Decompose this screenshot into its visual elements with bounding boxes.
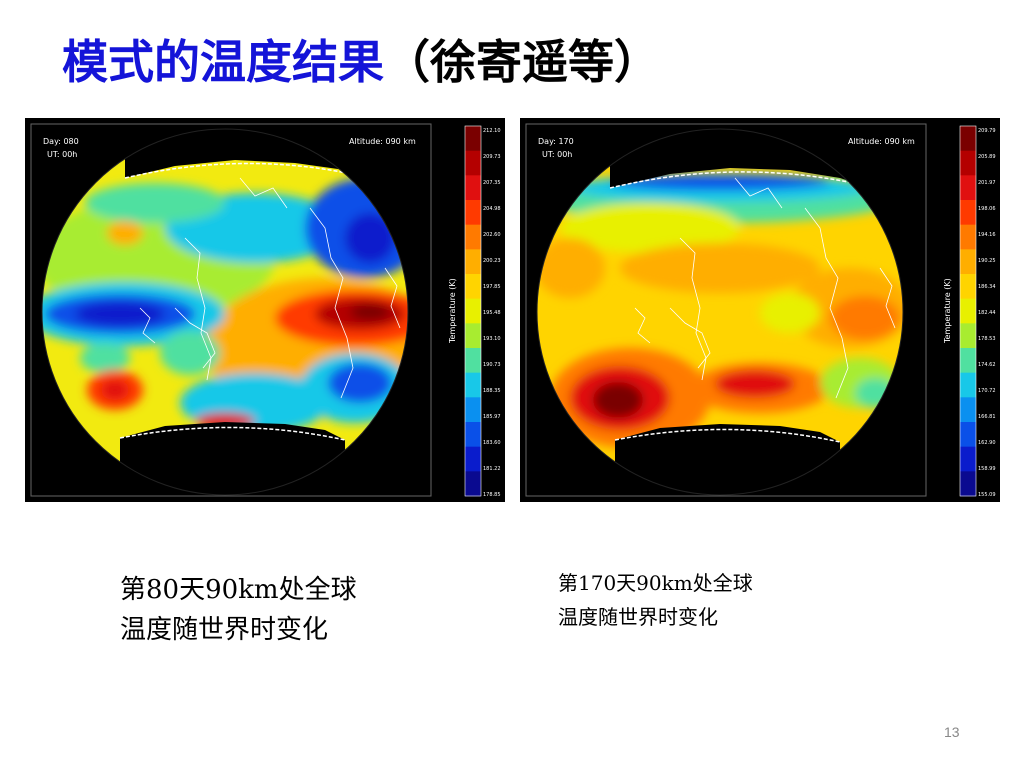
ut-label: UT: 00h <box>47 150 77 159</box>
colorbar-swatch <box>960 446 976 472</box>
colorbar-swatch <box>960 323 976 349</box>
temperature-map-day-170: Day: 170 UT: 00h Altitude: 090 km Temper… <box>520 118 1000 502</box>
colorbar-tick-label: 202.60 <box>483 232 501 238</box>
colorbar-swatch <box>960 348 976 374</box>
colorbar-tick-label: 193.10 <box>483 336 501 342</box>
colorbar-swatch <box>465 200 481 226</box>
colorbar-swatch <box>465 471 481 497</box>
colorbar-tick-label: 209.73 <box>483 154 501 160</box>
caption-day-170: 第170天90km处全球 温度随世界时变化 <box>558 566 753 634</box>
colorbar-tick-label: 155.09 <box>978 492 996 498</box>
colorbar-swatch <box>465 422 481 448</box>
altitude-label: Altitude: 090 km <box>349 137 416 146</box>
colorbar-swatch <box>465 249 481 275</box>
colorbar-tick-label: 186.34 <box>978 284 996 290</box>
caption-line-1: 第80天90km处全球 <box>120 575 357 605</box>
temperature-map-svg: Day: 080 UT: 00h Altitude: 090 km Temper… <box>25 118 505 502</box>
colorbar: 209.79 205.89 201.97 198.06 194.16 190.25 186.… <box>959 125 996 498</box>
colorbar-swatch <box>960 422 976 448</box>
ut-label: UT: 00h <box>542 150 572 159</box>
colorbar-swatch <box>960 175 976 201</box>
colorbar-title: Temperature (K) <box>943 278 952 344</box>
colorbar-swatch <box>465 372 481 398</box>
colorbar-tick-label: 198.06 <box>978 206 996 212</box>
colorbar-tick-label: 205.89 <box>978 154 996 160</box>
page-number: 13 <box>944 724 960 740</box>
colorbar-swatch <box>960 249 976 275</box>
colorbar-tick-label: 166.81 <box>978 414 996 420</box>
colorbar-swatch <box>960 274 976 300</box>
colorbar-tick-label: 190.73 <box>483 362 501 368</box>
colorbar-tick-label: 207.35 <box>483 180 501 186</box>
colorbar: 212.10 209.73 207.35 204.98 202.60 200.23 197.… <box>464 125 501 498</box>
colorbar-tick-label: 212.10 <box>483 128 501 134</box>
temperature-map-day-080: Day: 080 UT: 00h Altitude: 090 km Temper… <box>25 118 505 502</box>
slide-title: 模式的温度结果（徐寄遥等） <box>62 30 660 94</box>
colorbar-tick-label: 170.72 <box>978 388 996 394</box>
caption-line-1: 第170天90km处全球 <box>558 571 753 595</box>
colorbar-swatch <box>465 397 481 423</box>
colorbar-swatch <box>465 298 481 324</box>
colorbar-swatch <box>960 397 976 423</box>
colorbar-tick-label: 194.16 <box>978 232 996 238</box>
colorbar-swatch <box>465 446 481 472</box>
temperature-field <box>537 129 903 495</box>
colorbar-tick-label: 204.98 <box>483 206 501 212</box>
colorbar-swatch <box>960 372 976 398</box>
colorbar-swatch <box>465 175 481 201</box>
altitude-label: Altitude: 090 km <box>848 137 915 146</box>
colorbar-tick-label: 158.99 <box>978 466 996 472</box>
colorbar-tick-label: 188.35 <box>483 388 501 394</box>
colorbar-swatch <box>960 200 976 226</box>
colorbar-swatch <box>465 274 481 300</box>
temperature-field <box>42 129 408 495</box>
colorbar-swatch <box>960 224 976 250</box>
colorbar-swatch <box>465 348 481 374</box>
day-label: Day: 170 <box>538 137 574 146</box>
colorbar-tick-label: 200.23 <box>483 258 501 264</box>
colorbar-border <box>464 125 482 497</box>
colorbar-tick-label: 174.62 <box>978 362 996 368</box>
slide-title-authors: （徐寄遥等） <box>384 35 660 89</box>
colorbar-swatch <box>960 150 976 176</box>
colorbar-tick-label: 182.44 <box>978 310 996 316</box>
colorbar-tick-label: 190.25 <box>978 258 996 264</box>
colorbar-tick-label: 162.90 <box>978 440 996 446</box>
colorbar-swatch <box>465 323 481 349</box>
colorbar-swatch <box>960 126 976 152</box>
colorbar-tick-label: 201.97 <box>978 180 996 186</box>
colorbar-swatch <box>960 298 976 324</box>
slide-title-main: 模式的温度结果 <box>62 35 384 89</box>
map-frame <box>30 123 432 497</box>
caption-day-80: 第80天90km处全球 温度随世界时变化 <box>120 570 357 650</box>
colorbar-swatch <box>960 471 976 497</box>
colorbar-tick-label: 195.48 <box>483 310 501 316</box>
colorbar-title: Temperature (K) <box>448 278 457 344</box>
caption-line-2: 温度随世界时变化 <box>558 605 718 629</box>
colorbar-border <box>959 125 977 497</box>
colorbar-tick-label: 178.85 <box>483 492 501 498</box>
colorbar-tick-label: 183.60 <box>483 440 501 446</box>
temperature-map-svg: Day: 170 UT: 00h Altitude: 090 km Temper… <box>520 118 1000 502</box>
colorbar-tick-label: 185.97 <box>483 414 501 420</box>
colorbar-swatch <box>465 126 481 152</box>
map-frame <box>525 123 927 497</box>
colorbar-tick-label: 181.22 <box>483 466 501 472</box>
colorbar-tick-label: 178.53 <box>978 336 996 342</box>
colorbar-swatch <box>465 150 481 176</box>
colorbar-tick-label: 197.85 <box>483 284 501 290</box>
colorbar-swatch <box>465 224 481 250</box>
caption-line-2: 温度随世界时变化 <box>120 615 329 645</box>
day-label: Day: 080 <box>43 137 79 146</box>
colorbar-tick-label: 209.79 <box>978 128 996 134</box>
